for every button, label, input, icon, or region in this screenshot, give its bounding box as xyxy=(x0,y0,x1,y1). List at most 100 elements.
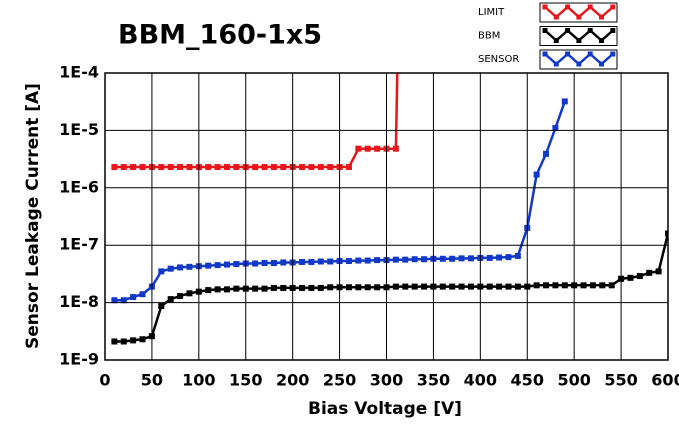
data-point xyxy=(177,293,184,300)
data-point xyxy=(317,284,324,291)
data-point xyxy=(449,255,456,262)
data-point xyxy=(270,164,277,171)
data-point xyxy=(392,283,399,290)
data-point xyxy=(355,257,362,264)
y-tick-label: 1E-5 xyxy=(59,120,99,139)
legend-swatch-marker xyxy=(599,14,604,20)
x-tick-label: 550 xyxy=(604,371,637,390)
data-point xyxy=(345,284,352,291)
data-point xyxy=(317,164,324,171)
x-tick-label: 350 xyxy=(417,371,450,390)
legend-swatch-marker xyxy=(542,4,548,10)
data-point xyxy=(327,284,334,291)
x-tick-label: 300 xyxy=(370,371,403,390)
data-point xyxy=(120,338,127,345)
data-point xyxy=(223,164,230,171)
legend-swatch-marker xyxy=(610,4,616,10)
data-point xyxy=(280,284,287,291)
data-point xyxy=(205,287,212,294)
data-point xyxy=(552,282,559,289)
data-point xyxy=(139,164,146,171)
data-point xyxy=(327,258,334,265)
data-point xyxy=(261,285,268,292)
data-point xyxy=(421,256,428,263)
x-tick-label: 250 xyxy=(323,371,356,390)
legend-swatch-marker xyxy=(599,61,604,67)
data-point xyxy=(374,284,381,291)
data-point xyxy=(486,283,493,290)
data-point xyxy=(214,262,221,269)
legend-swatch-marker xyxy=(587,51,593,57)
x-tick-label: 150 xyxy=(229,371,262,390)
data-point xyxy=(395,43,401,49)
data-point xyxy=(233,285,240,292)
data-point xyxy=(139,291,146,298)
data-point xyxy=(120,164,127,171)
data-point xyxy=(364,257,371,264)
data-point xyxy=(627,274,634,281)
legend-swatch-marker xyxy=(553,61,559,67)
data-point xyxy=(355,145,362,152)
data-point xyxy=(186,263,193,270)
x-tick-label: 450 xyxy=(511,371,544,390)
legend-swatch-marker xyxy=(565,51,571,57)
data-point xyxy=(186,290,193,297)
legend-swatch-marker xyxy=(576,38,582,43)
legend-label: BBM xyxy=(478,31,500,42)
data-point xyxy=(458,255,465,262)
data-point xyxy=(261,259,268,266)
x-tick-label: 50 xyxy=(141,371,163,390)
data-point xyxy=(252,285,259,292)
legend-swatch-marker xyxy=(565,28,571,33)
data-point xyxy=(355,284,362,291)
data-point xyxy=(299,258,306,265)
data-point xyxy=(467,283,474,290)
legend-swatch-marker xyxy=(553,14,559,20)
data-point xyxy=(158,303,165,310)
legend-swatch-marker xyxy=(599,38,604,43)
data-point xyxy=(655,268,662,275)
x-tick-label: 0 xyxy=(99,371,110,390)
data-point xyxy=(299,284,306,291)
data-point xyxy=(458,283,465,290)
legend-swatch-marker xyxy=(576,14,582,20)
legend-swatch-marker xyxy=(610,28,616,33)
data-point xyxy=(308,164,315,171)
data-point xyxy=(177,264,184,271)
data-point xyxy=(533,282,540,289)
data-point xyxy=(214,286,221,293)
data-point xyxy=(130,164,137,171)
data-point xyxy=(580,282,587,289)
data-point xyxy=(486,254,493,261)
legend-swatch-box xyxy=(539,2,618,23)
data-point xyxy=(533,171,540,178)
y-tick-label: 1E-8 xyxy=(59,292,99,311)
data-point xyxy=(402,256,409,263)
data-point xyxy=(299,164,306,171)
x-axis-label: Bias Voltage [V] xyxy=(308,399,462,419)
legend-swatch-marker xyxy=(542,28,548,33)
chart-title: BBM_160-1x5 xyxy=(118,20,322,51)
data-point xyxy=(130,294,137,301)
legend-swatch-marker xyxy=(587,28,593,33)
y-tick-label: 1E-7 xyxy=(59,235,99,254)
data-point xyxy=(505,283,512,290)
data-point xyxy=(402,283,409,290)
data-point xyxy=(364,145,371,152)
data-point xyxy=(233,164,240,171)
data-point xyxy=(646,269,653,276)
legend-swatch-marker xyxy=(576,61,582,67)
data-point xyxy=(392,256,399,263)
data-point xyxy=(111,338,118,345)
legend-swatch-box xyxy=(539,49,618,70)
data-point xyxy=(665,230,668,237)
data-point xyxy=(496,254,503,261)
data-point xyxy=(186,164,193,171)
data-point xyxy=(280,259,287,266)
x-tick-label: 500 xyxy=(557,371,590,390)
data-point xyxy=(636,273,643,280)
y-tick-label: 1E-9 xyxy=(59,350,99,369)
legend-swatch-marker xyxy=(553,38,559,43)
data-point xyxy=(111,297,118,304)
